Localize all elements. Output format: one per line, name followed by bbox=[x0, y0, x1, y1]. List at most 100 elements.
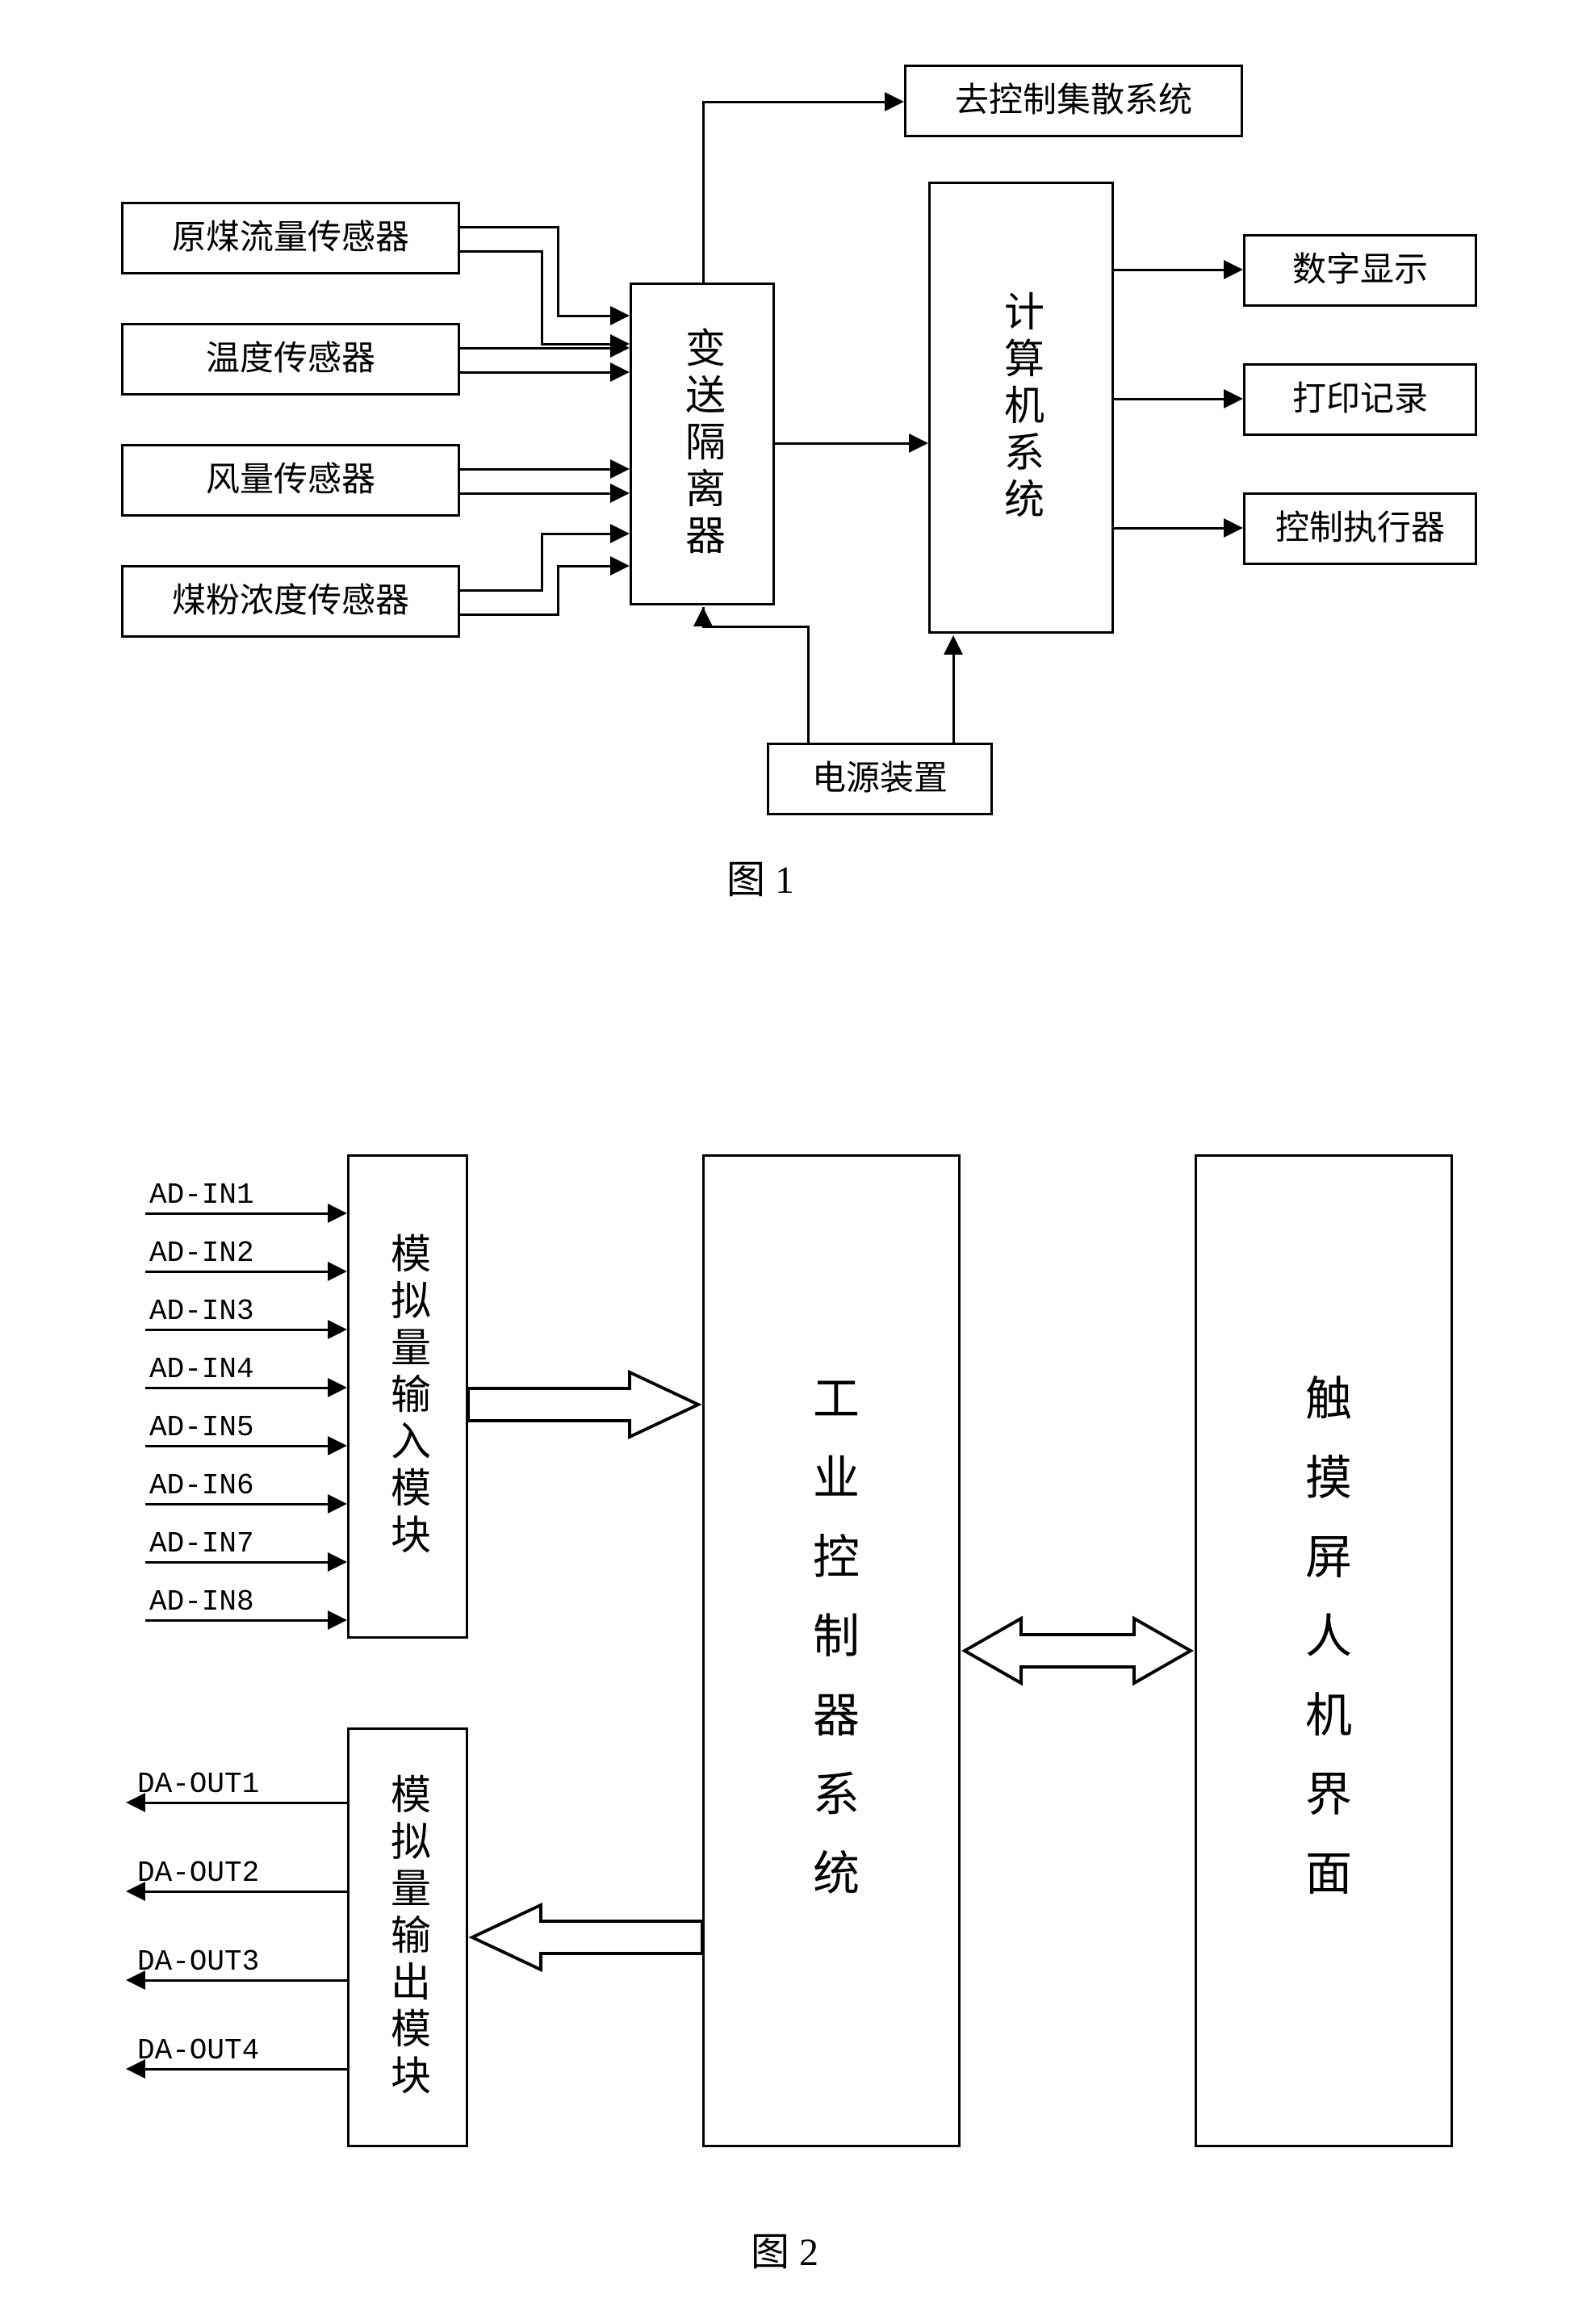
fig1-top-output-box: 去控制集散系统 bbox=[904, 65, 1243, 137]
fig1-s4-arrow-b bbox=[610, 556, 630, 576]
fig1-comp-print-arrow bbox=[1224, 389, 1243, 408]
fig2-analog-in-box: 模拟量输入模块 bbox=[347, 1154, 468, 1639]
fig1-actuator-label: 控制执行器 bbox=[1275, 507, 1445, 551]
fig1-s1-line-a-v bbox=[557, 226, 559, 315]
fig1-trans-top-v bbox=[702, 101, 705, 283]
fig2-daout3-arrow bbox=[126, 1970, 145, 1990]
fig2-adin7-label: AD-IN7 bbox=[149, 1527, 254, 1560]
fig2-ctrl-hmi-arrow bbox=[961, 1610, 1195, 1691]
fig1-s4-line-b-h bbox=[557, 565, 613, 567]
fig1-s4-arrow-a bbox=[610, 524, 630, 543]
fig2-daout2-line bbox=[145, 1891, 347, 1893]
fig2-ain-to-ctrl-arrow bbox=[468, 1364, 702, 1445]
fig1-comp-print-line bbox=[1114, 398, 1227, 400]
fig1-s2-line-b bbox=[460, 371, 613, 374]
fig2-adin5-line bbox=[145, 1445, 331, 1447]
fig2-daout3-line bbox=[145, 1979, 347, 1982]
fig1-top-output-label: 去控制集散系统 bbox=[955, 79, 1192, 124]
fig2-adin6-arrow bbox=[328, 1494, 347, 1514]
fig1-sensor1-box: 原煤流量传感器 bbox=[121, 202, 460, 274]
fig1-power-trans-h bbox=[702, 626, 810, 628]
fig1-s1-line-b bbox=[460, 250, 541, 253]
fig1-transmitter-label: 变送隔离器 bbox=[673, 327, 731, 561]
fig2-daout1-line bbox=[145, 1802, 347, 1804]
fig2-adin5-label: AD-IN5 bbox=[149, 1411, 254, 1444]
fig2-adin4-arrow bbox=[328, 1378, 347, 1397]
fig2-adin2-line bbox=[145, 1271, 331, 1273]
fig1-sensor3-box: 风量传感器 bbox=[121, 444, 460, 517]
fig1-power-box: 电源装置 bbox=[767, 743, 993, 815]
fig1-power-comp-v bbox=[952, 654, 955, 743]
fig2-daout2-arrow bbox=[126, 1882, 145, 1901]
fig2-daout4-arrow bbox=[126, 2059, 145, 2079]
fig1-sensor4-box: 煤粉浓度传感器 bbox=[121, 565, 460, 638]
fig2-ctrl-to-aout-arrow bbox=[468, 1897, 702, 1978]
fig2-adin5-arrow bbox=[328, 1436, 347, 1455]
fig2-adin6-label: AD-IN6 bbox=[149, 1469, 254, 1502]
fig1-s1-arrow-a bbox=[610, 306, 630, 325]
fig2-analog-out-label: 模拟量输出模块 bbox=[379, 1773, 437, 2101]
fig1-trans-comp-line bbox=[775, 442, 912, 445]
fig1-transmitter-box: 变送隔离器 bbox=[630, 283, 775, 605]
fig1-display-label: 数字显示 bbox=[1292, 249, 1428, 293]
fig1-sensor1-label: 原煤流量传感器 bbox=[172, 216, 409, 261]
fig1-caption: 图 1 bbox=[726, 848, 794, 904]
fig2-adin7-arrow bbox=[328, 1552, 347, 1572]
fig1-comp-act-arrow bbox=[1224, 518, 1243, 538]
fig1-s1-line-a bbox=[460, 226, 557, 228]
fig1-comp-disp-arrow bbox=[1224, 260, 1243, 279]
fig1-print-label: 打印记录 bbox=[1292, 378, 1428, 422]
fig2-adin1-line bbox=[145, 1212, 331, 1215]
fig2-adin8-line bbox=[145, 1619, 331, 1622]
fig2-adin3-label: AD-IN3 bbox=[149, 1295, 254, 1328]
fig1-s4-line-a-v bbox=[541, 533, 543, 592]
fig1-s2-arrow-a bbox=[610, 338, 630, 358]
fig1-s1-line-b-h bbox=[541, 343, 613, 345]
fig1-actuator-box: 控制执行器 bbox=[1243, 492, 1477, 565]
fig2-controller-box: 工业控制器系统 bbox=[702, 1154, 961, 2147]
fig1-comp-disp-line bbox=[1114, 269, 1227, 271]
fig2-adin2-arrow bbox=[328, 1262, 347, 1281]
fig2-adin3-line bbox=[145, 1329, 331, 1331]
fig1-sensor4-label: 煤粉浓度传感器 bbox=[172, 580, 409, 624]
fig1-trans-comp-arrow bbox=[909, 433, 928, 453]
fig1-s4-line-b-v bbox=[557, 565, 559, 616]
fig1-s3-arrow-a bbox=[610, 459, 630, 479]
fig1-s3-line-a bbox=[460, 468, 613, 471]
fig2-caption: 图 2 bbox=[751, 2220, 818, 2276]
fig2-adin8-label: AD-IN8 bbox=[149, 1585, 254, 1618]
fig2-adin8-arrow bbox=[328, 1610, 347, 1630]
fig2-daout4-label: DA-OUT4 bbox=[137, 2034, 259, 2067]
fig2-daout2-label: DA-OUT2 bbox=[137, 1857, 259, 1890]
fig1-s2-line-a bbox=[460, 347, 613, 350]
fig1-s4-line-b bbox=[460, 613, 557, 616]
fig1-power-comp-arrow bbox=[944, 635, 963, 655]
fig1-trans-top-h bbox=[702, 101, 888, 103]
fig2-daout1-arrow bbox=[126, 1793, 145, 1812]
fig1-s1-line-a-h bbox=[557, 315, 613, 317]
fig1-sensor2-label: 温度传感器 bbox=[206, 337, 375, 382]
fig2-daout3-label: DA-OUT3 bbox=[137, 1945, 259, 1979]
fig2-adin2-label: AD-IN2 bbox=[149, 1237, 254, 1270]
fig1-computer-label: 计算机系统 bbox=[992, 291, 1050, 525]
fig1-sensor3-label: 风量传感器 bbox=[206, 459, 375, 503]
fig1-display-box: 数字显示 bbox=[1243, 234, 1477, 307]
fig1-s3-arrow-b bbox=[610, 484, 630, 503]
fig1-power-label: 电源装置 bbox=[812, 757, 948, 802]
fig1-power-trans-v bbox=[807, 626, 810, 743]
fig1-comp-act-line bbox=[1114, 527, 1227, 530]
fig1-s3-line-b bbox=[460, 492, 613, 495]
fig2-adin7-line bbox=[145, 1561, 331, 1564]
fig1-sensor2-box: 温度传感器 bbox=[121, 323, 460, 396]
fig2-adin1-label: AD-IN1 bbox=[149, 1179, 254, 1212]
fig1-computer-box: 计算机系统 bbox=[928, 182, 1114, 634]
fig1-print-box: 打印记录 bbox=[1243, 363, 1477, 436]
fig2-hmi-label: 触摸屏人机界面 bbox=[1290, 1374, 1358, 1928]
fig2-adin4-line bbox=[145, 1387, 331, 1389]
fig1-s4-line-a-h bbox=[541, 533, 613, 535]
fig2-analog-in-label: 模拟量输入模块 bbox=[379, 1233, 437, 1560]
fig1-s2-arrow-b bbox=[610, 362, 630, 382]
fig1-power-trans-v3 bbox=[702, 607, 705, 628]
fig2-adin1-arrow bbox=[328, 1204, 347, 1223]
fig2-controller-label: 工业控制器系统 bbox=[797, 1374, 865, 1928]
